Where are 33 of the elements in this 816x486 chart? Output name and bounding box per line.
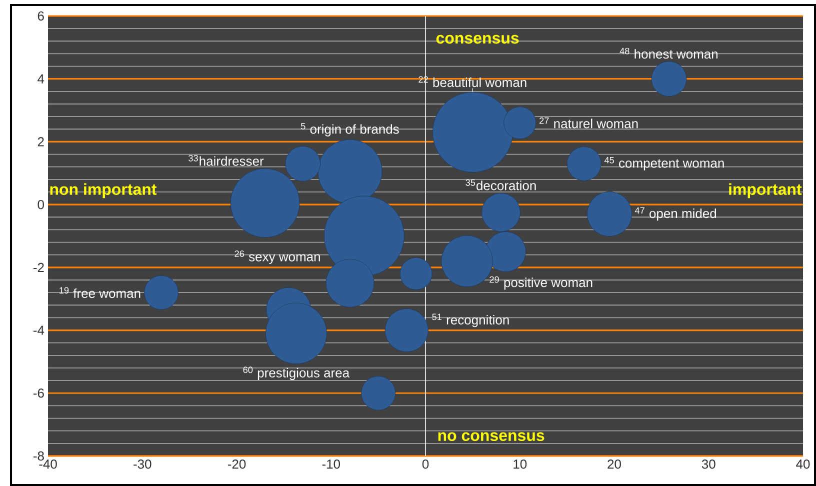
x-tick-label: 10 [514, 460, 527, 469]
annotation: $^{51}$ recognition [432, 314, 509, 328]
y-tick-label: 0 [38, 200, 44, 210]
annotation: $^{35}$decoration [466, 179, 536, 190]
annotation: $^{19}$ free woman [60, 287, 140, 298]
x-tick-label: -20 [228, 460, 246, 469]
annotation: important [729, 183, 802, 198]
y-tick-label: 6 [38, 11, 44, 21]
y-tick-label: -2 [34, 262, 44, 272]
x-tick-label: -40 [39, 460, 57, 469]
annotation: $^{47}$ open mided [634, 207, 716, 221]
annotation: non important [50, 183, 157, 198]
y-tick-label: -4 [34, 326, 44, 335]
annotation: $^{48}$ honest woman [620, 48, 718, 59]
annotation: $^{29}$ positive woman [490, 276, 592, 290]
annotation: $^{26}$ sexy woman [234, 250, 320, 264]
annotation: $^{60}$ prestigious area [243, 366, 350, 380]
annotation: $^{33}$hairdresser [188, 154, 264, 166]
y-tick-label: 4 [38, 74, 44, 84]
x-tick-label: 0 [422, 460, 429, 469]
annotation: $^{45}$ competent woman [604, 157, 724, 170]
x-tick-label: 40 [796, 460, 810, 469]
annotation: $^{5}$ origin of brands [300, 123, 399, 136]
x-tick-label: -30 [134, 460, 152, 469]
y-tick-label: 2 [38, 137, 44, 146]
x-tick-label: 30 [702, 460, 716, 469]
y-tick-label: -8 [34, 451, 44, 461]
y-tick-label: -6 [34, 388, 44, 398]
annotation: no consensus [438, 432, 544, 442]
annotation: consensus [436, 34, 519, 44]
x-tick-label: -10 [322, 460, 340, 469]
x-tick-label: 20 [608, 460, 621, 469]
annotation: $^{27}$ naturel woman [540, 117, 638, 128]
